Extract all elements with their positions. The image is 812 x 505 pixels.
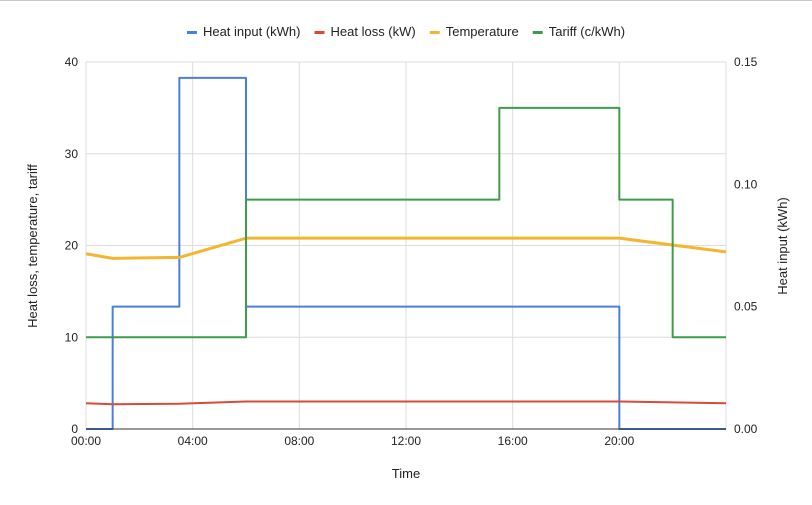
x-tick-label: 20:00: [604, 434, 634, 448]
y-left-tick-label: 20: [65, 239, 79, 253]
legend-swatch: [532, 31, 543, 34]
axes-layer: 00:00 04:00 08:00 12:00 16:00 20:00 0 10 20 30 40 0…: [65, 55, 758, 448]
series-line-tariff-c-kwh: [86, 106, 726, 339]
series-layer: [85, 76, 727, 430]
legend-swatch: [429, 31, 440, 34]
y-left-axis-title: Heat loss, temperature, tariff: [25, 164, 40, 328]
x-tick-label: 12:00: [391, 434, 421, 448]
y-right-tick-label: 0.05: [734, 300, 758, 314]
y-left-tick-label: 30: [65, 147, 79, 161]
legend-item: Heat input (kWh): [186, 24, 301, 39]
y-right-tick-label: 0.00: [734, 422, 758, 436]
legend-label: Heat input (kWh): [203, 24, 301, 39]
x-axis-title: Time: [392, 466, 420, 481]
legend-swatch: [314, 31, 325, 34]
gridlines: [85, 61, 727, 429]
legend: Heat input (kWh) Heat loss (kW) Temperatur…: [186, 24, 625, 39]
y-left-tick-label: 10: [65, 330, 79, 344]
legend-item: Temperature: [429, 24, 519, 39]
x-tick-label: 16:00: [498, 434, 528, 448]
series-line-heat-loss-kw: [85, 400, 727, 406]
y-left-tick-label: 0: [71, 422, 78, 436]
legend-swatch: [186, 31, 197, 34]
y-right-tick-label: 0.15: [734, 55, 758, 69]
legend-item: Heat loss (kW): [314, 24, 416, 39]
y-left-tick-label: 40: [65, 55, 79, 69]
x-tick-label: 04:00: [178, 434, 208, 448]
x-tick-label: 08:00: [284, 434, 314, 448]
series-line-heat-input-kwh: [86, 76, 726, 430]
x-tick-label: 00:00: [71, 434, 101, 448]
legend-item: Tariff (c/kWh): [532, 24, 625, 39]
y-right-axis-title: Heat input (kWh): [775, 197, 790, 295]
y-right-tick-label: 0.10: [734, 177, 758, 191]
legend-label: Tariff (c/kWh): [549, 24, 625, 39]
top-border: [0, 0, 812, 1]
legend-label: Temperature: [446, 24, 519, 39]
legend-label: Heat loss (kW): [331, 24, 416, 39]
